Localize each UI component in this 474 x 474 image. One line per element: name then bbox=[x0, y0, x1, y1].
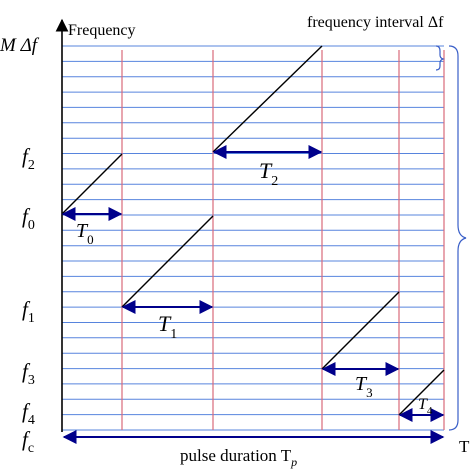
duration-label-t2: T2 bbox=[259, 158, 278, 189]
pulse-duration-label: pulse duration Tp bbox=[180, 446, 297, 469]
pulse-label-background bbox=[176, 441, 308, 467]
y-label-fc: fc bbox=[22, 427, 34, 456]
chirp-ramp-2 bbox=[212, 45, 323, 153]
y-label-f3: f3 bbox=[22, 359, 35, 388]
y-label-f4: f4 bbox=[22, 399, 35, 428]
chirp-ramp-1 bbox=[121, 215, 214, 308]
chirp-ramp-0 bbox=[61, 153, 123, 215]
frequency-grid bbox=[62, 45, 444, 431]
y-label-f0: f0 bbox=[22, 204, 35, 233]
chirp-ramps bbox=[61, 45, 445, 416]
duration-label-t3: T3 bbox=[355, 373, 373, 400]
y-label-f2: f2 bbox=[22, 144, 35, 173]
duration-label-t1: T1 bbox=[158, 311, 177, 342]
x-axis-end-label: T bbox=[459, 437, 470, 456]
duration-label-t0: T0 bbox=[76, 220, 94, 247]
chirp-ramp-3 bbox=[321, 291, 400, 370]
y-label-m-delta-f: M Δf bbox=[0, 35, 40, 56]
interval-brace bbox=[435, 45, 445, 71]
chirp-ramp-4 bbox=[398, 369, 445, 416]
interval-label: frequency interval Δf bbox=[307, 14, 444, 31]
range-brace bbox=[448, 45, 467, 431]
duration-label-t4: T4 bbox=[418, 396, 433, 417]
y-label-f1: f1 bbox=[22, 297, 35, 326]
duration-arrows bbox=[61, 145, 445, 422]
y-axis-title: Frequency bbox=[68, 22, 136, 39]
